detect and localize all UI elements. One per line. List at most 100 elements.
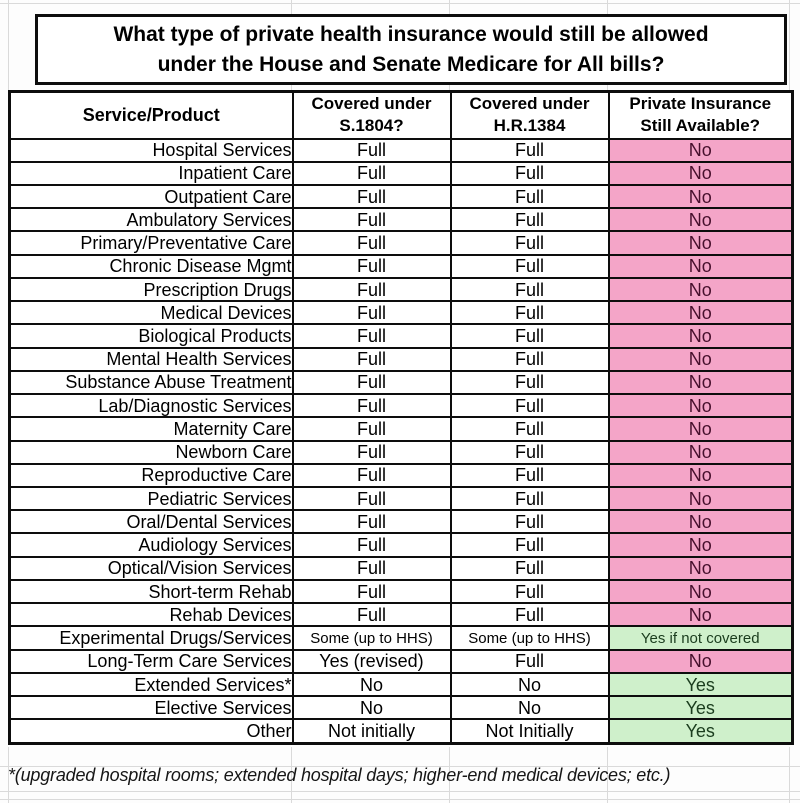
table-row: Pediatric Services Full Full No <box>8 486 794 512</box>
s1804-cell: Full <box>291 369 452 396</box>
table-row: Mental Health Services Full Full No <box>8 346 794 372</box>
hr1384-cell: Full <box>449 253 610 279</box>
s1804-cell: Full <box>291 137 452 163</box>
service-cell: Chronic Disease Mgmt <box>8 253 294 279</box>
table-row: Hospital Services Full Full No <box>8 137 794 163</box>
hr1384-cell: Full <box>449 230 610 256</box>
hr1384-cell: Full <box>449 416 610 442</box>
table-row: Prescription Drugs Full Full No <box>8 276 794 303</box>
hr1384-cell: Some (up to HHS) <box>449 625 610 651</box>
available-cell: No <box>607 509 794 535</box>
table-row: Outpatient Care Full Full No <box>8 183 794 210</box>
table-row: Reproductive Care Full Full No <box>8 462 794 489</box>
s1804-cell: Full <box>291 439 452 465</box>
available-cell: No <box>607 183 794 210</box>
gridline <box>449 747 450 803</box>
table-row: Substance Abuse Treatment Full Full No <box>8 369 794 396</box>
available-cell: No <box>607 439 794 465</box>
s1804-cell: Full <box>291 160 452 186</box>
available-cell: No <box>607 602 794 628</box>
s1804-cell: Full <box>291 346 452 372</box>
page-title-line2: under the House and Senate Medicare for … <box>157 52 665 76</box>
service-cell: Long-Term Care Services <box>8 648 294 674</box>
hr1384-cell: Full <box>449 602 610 628</box>
service-cell: Biological Products <box>8 323 294 349</box>
table-row: Chronic Disease Mgmt Full Full No <box>8 253 794 279</box>
table-row: Other Not initially Not Initially Yes <box>8 718 794 745</box>
service-cell: Maternity Care <box>8 416 294 442</box>
hr1384-cell: Full <box>449 555 610 581</box>
table-row: Ambulatory Services Full Full No <box>8 207 794 233</box>
service-cell: Medical Devices <box>8 300 294 326</box>
available-cell: No <box>607 276 794 303</box>
available-cell: No <box>607 137 794 163</box>
table-row: Medical Devices Full Full No <box>8 300 794 326</box>
hr1384-cell: Full <box>449 160 610 186</box>
table-row: Inpatient Care Full Full No <box>8 160 794 186</box>
col-header-hr1384: Covered under H.R.1384 <box>449 90 610 140</box>
service-cell: Outpatient Care <box>8 183 294 210</box>
s1804-cell: Some (up to HHS) <box>291 625 452 651</box>
available-cell: No <box>607 555 794 581</box>
s1804-cell: Full <box>291 323 452 349</box>
header-row: Service/Product Covered under S.1804? Co… <box>8 90 794 140</box>
col-header-private-insurance: Private Insurance Still Available? <box>607 90 794 140</box>
service-cell: Newborn Care <box>8 439 294 465</box>
table-row: Rehab Devices Full Full No <box>8 602 794 628</box>
service-cell: Extended Services* <box>8 671 294 698</box>
s1804-cell: Full <box>291 578 452 605</box>
available-cell: No <box>607 532 794 558</box>
s1804-cell: Not initially <box>291 718 452 745</box>
available-cell: No <box>607 393 794 419</box>
hr1384-cell: Full <box>449 183 610 210</box>
available-cell: Yes <box>607 695 794 721</box>
hr1384-cell: Full <box>449 137 610 163</box>
hr1384-cell: Full <box>449 439 610 465</box>
s1804-cell: Full <box>291 532 452 558</box>
available-cell: No <box>607 207 794 233</box>
hr1384-cell: Full <box>449 300 610 326</box>
available-cell: No <box>607 230 794 256</box>
table-row: Long-Term Care Services Yes (revised) Full… <box>8 648 794 674</box>
service-cell: Substance Abuse Treatment <box>8 369 294 396</box>
gridline <box>8 0 9 90</box>
table-row: Audiology Services Full Full No <box>8 532 794 558</box>
s1804-cell: Full <box>291 602 452 628</box>
hr1384-cell: No <box>449 695 610 721</box>
hr1384-cell: Full <box>449 648 610 674</box>
gridline <box>0 791 800 792</box>
hr1384-cell: Full <box>449 509 610 535</box>
table-row: Short-term Rehab Full Full No <box>8 578 794 605</box>
available-cell: No <box>607 369 794 396</box>
gridline <box>0 766 800 767</box>
gridline <box>607 747 608 803</box>
available-cell: No <box>607 486 794 512</box>
available-cell: Yes <box>607 718 794 745</box>
col-header-s1804: Covered under S.1804? <box>291 90 452 140</box>
hr1384-cell: Full <box>449 578 610 605</box>
table-row: Lab/Diagnostic Services Full Full No <box>8 393 794 419</box>
service-cell: Ambulatory Services <box>8 207 294 233</box>
service-cell: Pediatric Services <box>8 486 294 512</box>
hr1384-cell: Full <box>449 346 610 372</box>
table-row: Maternity Care Full Full No <box>8 416 794 442</box>
available-cell: No <box>607 160 794 186</box>
table-row: Primary/Preventative Care Full Full No <box>8 230 794 256</box>
service-cell: Other <box>8 718 294 745</box>
available-cell: No <box>607 323 794 349</box>
s1804-cell: Full <box>291 230 452 256</box>
available-cell: No <box>607 648 794 674</box>
available-cell: Yes <box>607 671 794 698</box>
s1804-cell: Full <box>291 555 452 581</box>
hr1384-cell: Full <box>449 532 610 558</box>
footnote: *(upgraded hospital rooms; extended hosp… <box>8 765 671 785</box>
service-cell: Lab/Diagnostic Services <box>8 393 294 419</box>
s1804-cell: Full <box>291 183 452 210</box>
available-cell: Yes if not covered <box>607 625 794 651</box>
s1804-cell: Full <box>291 462 452 489</box>
s1804-cell: Full <box>291 393 452 419</box>
available-cell: No <box>607 253 794 279</box>
table-row: Biological Products Full Full No <box>8 323 794 349</box>
service-cell: Optical/Vision Services <box>8 555 294 581</box>
service-cell: Experimental Drugs/Services <box>8 625 294 651</box>
